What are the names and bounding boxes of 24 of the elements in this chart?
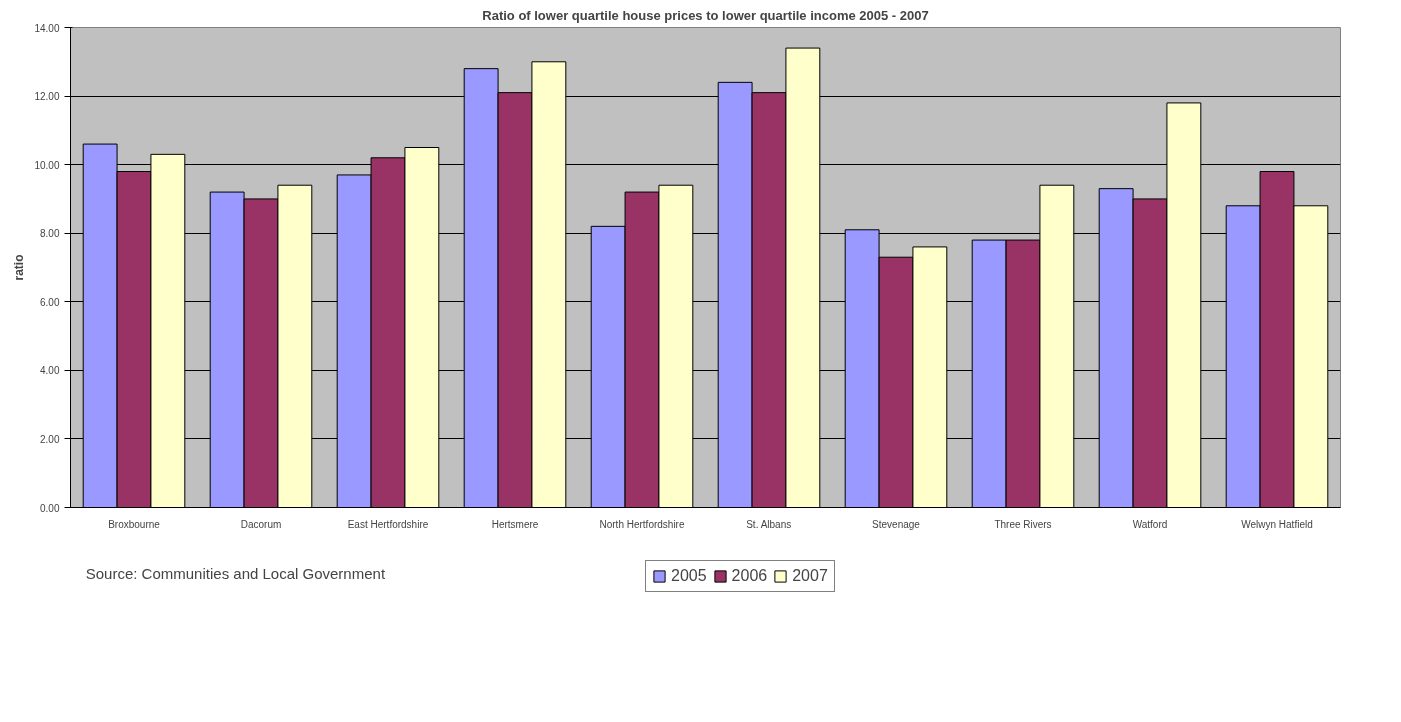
x-tick-label: Dacorum (240, 518, 282, 530)
y-tick-label: 12.00 (34, 91, 60, 103)
source-note: Source: Communities and Local Government (85, 565, 386, 582)
y-tick-label: 0.00 (40, 502, 60, 514)
y-tick-label: 8.00 (40, 228, 60, 240)
x-tick-label: Three Rivers (994, 518, 1052, 530)
x-tick-label: Broxbourne (108, 518, 161, 530)
y-tick-label: 2.00 (40, 433, 60, 445)
y-tick-label: 10.00 (34, 159, 60, 171)
x-tick-label: Hertsmere (491, 518, 539, 530)
y-tick-label: 4.00 (40, 365, 60, 377)
legend-label: 2006 (731, 567, 768, 585)
x-tick-label: Stevenage (872, 518, 921, 530)
x-tick-label: Watford (1132, 518, 1168, 530)
legend-label: 2007 (792, 567, 828, 585)
x-tick-label: East Hertfordshire (347, 518, 429, 530)
chart-title: Ratio of lower quartile house prices to lower quartile income 2005 - 2007 (482, 7, 929, 23)
y-tick-label: 6.00 (40, 296, 60, 308)
x-tick-label: North Hertfordshire (599, 518, 685, 530)
legend-label: 2005 (671, 567, 707, 585)
y-axis-title: ratio (12, 254, 27, 281)
y-tick-label: 14.00 (34, 22, 60, 34)
x-tick-label: St. Albans (746, 518, 792, 530)
x-tick-label: Welwyn Hatfield (1241, 518, 1313, 530)
